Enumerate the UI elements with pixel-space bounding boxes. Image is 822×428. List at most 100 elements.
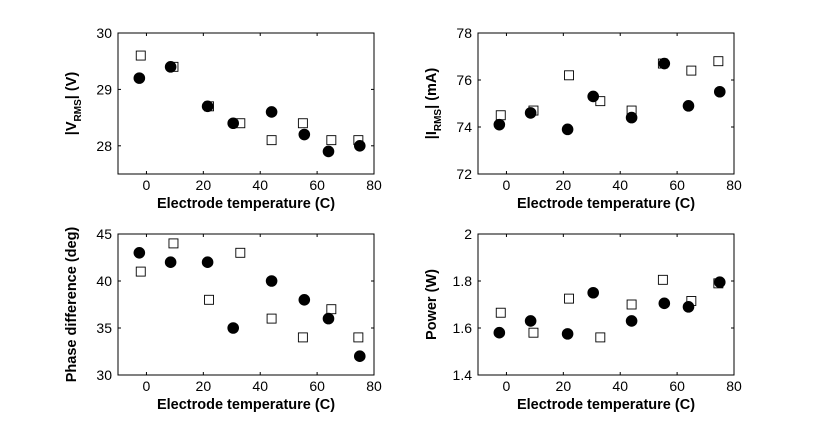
data-point-filled-circle [587, 286, 600, 299]
x-axis-label: Electrode temperature (C) [517, 196, 695, 212]
data-point-filled-circle [561, 328, 574, 340]
y-tick-label: 2 [464, 226, 472, 242]
plot-area-irms [477, 32, 735, 175]
y-axis-label-suffix: | (V) [64, 72, 80, 100]
y-axis-label: |IRMS| (mA) [424, 68, 444, 140]
data-point-open-square [495, 110, 506, 121]
x-tick-label: 80 [366, 378, 382, 394]
y-axis-label-subscript: RMS [433, 109, 444, 132]
y-tick-label: 40 [96, 273, 112, 289]
data-point-filled-circle [682, 100, 695, 112]
y-axis-label-main: Power (W) [424, 269, 440, 340]
y-axis-label-main: |V [64, 121, 80, 135]
data-point-open-square [204, 294, 214, 305]
x-tick-label: 60 [309, 378, 325, 394]
data-point-filled-circle [561, 123, 574, 136]
x-tick-label: 80 [726, 177, 742, 193]
data-point-open-square [595, 332, 606, 343]
chart-panel-irms: 0 20 40 60 80 72 74 76 78 Electrode temperature (… [424, 25, 742, 212]
data-point-filled-circle [353, 140, 366, 152]
data-point-filled-circle [658, 297, 671, 310]
y-tick-label: 1.6 [453, 320, 473, 336]
data-point-filled-circle [164, 256, 177, 269]
x-tick-label: 60 [669, 378, 685, 394]
y-tick-label: 78 [456, 25, 472, 41]
x-axis-label: Electrode temperature (C) [517, 397, 695, 413]
x-tick-label: 80 [726, 378, 742, 394]
data-point-filled-circle [227, 322, 239, 334]
y-tick-label: 35 [96, 320, 112, 336]
x-tick-label: 60 [669, 177, 685, 193]
data-point-filled-circle [298, 294, 311, 306]
data-point-filled-circle [493, 118, 506, 131]
y-tick-label: 29 [96, 81, 112, 97]
data-point-filled-circle [682, 301, 695, 313]
x-tick-label: 20 [556, 177, 572, 193]
data-point-filled-circle [713, 85, 726, 98]
data-point-filled-circle [133, 247, 146, 259]
y-tick-label: 1.8 [453, 273, 473, 289]
data-point-filled-circle [322, 145, 335, 158]
x-tick-label: 0 [143, 378, 151, 394]
y-axis-label-subscript: RMS [73, 99, 84, 122]
data-point-filled-circle [625, 111, 638, 124]
data-point-open-square [528, 327, 539, 338]
data-point-open-square [135, 50, 146, 61]
data-point-open-square [266, 313, 277, 324]
x-tick-label: 40 [252, 177, 268, 193]
data-point-filled-circle [164, 61, 177, 73]
x-tick-label: 0 [143, 177, 151, 193]
data-point-open-square [326, 135, 337, 146]
x-tick-label: 0 [503, 378, 511, 394]
x-tick-label: 40 [252, 378, 268, 394]
data-point-open-square [353, 332, 364, 343]
y-tick-label: 28 [96, 138, 112, 154]
data-point-filled-circle [713, 276, 726, 288]
y-axis-label: |VRMS| (V) [64, 72, 84, 136]
x-tick-label: 40 [612, 378, 628, 394]
data-point-filled-circle [298, 128, 311, 141]
data-point-filled-circle [524, 107, 537, 119]
y-tick-label: 45 [96, 226, 112, 242]
data-point-filled-circle [201, 100, 214, 113]
y-tick-label: 72 [456, 166, 472, 182]
y-tick-label: 1.4 [453, 367, 473, 383]
chart-panel-power: 0 20 40 60 80 1.4 1.6 1.8 2 Electrode temperature… [424, 226, 742, 413]
data-point-open-square [495, 307, 506, 318]
data-point-open-square [266, 135, 277, 146]
data-point-open-square [564, 293, 574, 304]
data-point-open-square [657, 274, 668, 285]
x-tick-label: 0 [503, 177, 511, 193]
data-point-open-square [297, 332, 308, 343]
y-axis-label-main: Phase difference (deg) [64, 227, 80, 383]
x-tick-label: 60 [309, 177, 325, 193]
y-axis-label-suffix: | (mA) [424, 68, 440, 109]
y-tick-label: 30 [96, 25, 112, 41]
y-axis-label-main: |I [424, 131, 440, 139]
chart-panel-vrms: 0 20 40 60 80 28 29 30 Electrode temperature (C)… [64, 25, 382, 212]
y-axis-label: Phase difference (deg) [64, 227, 80, 383]
data-point-filled-circle [587, 90, 600, 103]
x-tick-label: 20 [196, 378, 212, 394]
x-axis-label: Electrode temperature (C) [157, 397, 335, 413]
y-tick-label: 76 [456, 72, 472, 88]
y-tick-label: 30 [96, 367, 112, 383]
data-point-open-square [686, 65, 697, 76]
data-point-filled-circle [322, 312, 335, 325]
x-tick-label: 80 [366, 177, 382, 193]
x-tick-label: 20 [556, 378, 572, 394]
data-point-filled-circle [201, 256, 214, 269]
data-point-open-square [135, 266, 146, 277]
x-axis-label: Electrode temperature (C) [157, 196, 335, 212]
data-point-filled-circle [625, 315, 638, 327]
data-point-open-square [168, 238, 179, 249]
data-point-open-square [626, 299, 637, 310]
data-point-open-square [235, 247, 246, 258]
data-point-filled-circle [353, 350, 366, 363]
data-point-filled-circle [227, 117, 239, 130]
data-point-filled-circle [133, 72, 146, 84]
chart-panel-phase: 0 20 40 60 80 30 35 40 45 Electrode temperature (… [64, 226, 382, 413]
data-point-open-square [713, 56, 724, 67]
data-point-filled-circle [265, 106, 278, 118]
